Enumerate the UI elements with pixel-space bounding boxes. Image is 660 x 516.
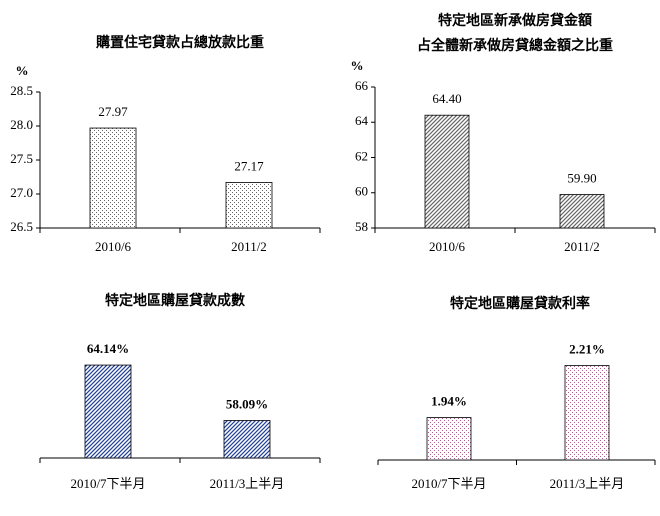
chart-title: 購置住宅貸款占總放款比重 [95,34,264,51]
y-tick-label: 64 [355,113,369,128]
value-label: 59.90 [567,170,596,185]
bar [89,127,137,229]
chart-title: 特定地區新承做房貸金額 [438,12,592,29]
bar [84,364,132,459]
y-unit: % [16,63,29,78]
chart-title: 占全體新承做房貸總金額之比重 [417,37,613,54]
x-tick-label: 2011/3上半月 [210,476,285,491]
value-label: 58.09% [226,396,268,411]
y-tick-label: 66 [355,78,369,93]
value-label: 64.40 [432,91,461,106]
x-tick-label: 2011/2 [564,239,600,254]
y-tick-label: 62 [355,148,368,163]
value-label: 2.21% [569,341,605,356]
x-tick-label: 2010/7下半月 [70,476,145,491]
value-label: 27.97 [98,104,128,119]
value-label: 27.17 [234,158,264,173]
y-tick-label: 27.5 [10,151,33,166]
bar [564,365,610,461]
bar [424,114,470,229]
bar [426,417,472,461]
y-tick-label: 60 [355,184,368,199]
value-label: 1.94% [431,394,467,409]
y-tick-label: 58 [355,219,368,234]
y-tick-label: 26.5 [10,219,33,234]
x-tick-label: 2010/6 [429,239,466,254]
chart-title: 特定地區購屋貸款成數 [105,292,245,309]
bar [225,182,273,229]
chart-title: 特定地區購屋貸款利率 [450,295,590,312]
y-unit: % [351,58,364,73]
bar [223,420,271,459]
y-tick-label: 28.5 [10,83,33,98]
x-tick-label: 2010/7下半月 [411,476,486,491]
x-tick-label: 2011/2 [231,239,267,254]
y-tick-label: 28.0 [10,117,33,132]
y-tick-label: 27.0 [10,185,33,200]
x-tick-label: 2010/6 [95,239,132,254]
x-tick-label: 2011/3上半月 [550,476,625,491]
value-label: 64.14% [87,341,129,356]
bar [559,194,605,229]
